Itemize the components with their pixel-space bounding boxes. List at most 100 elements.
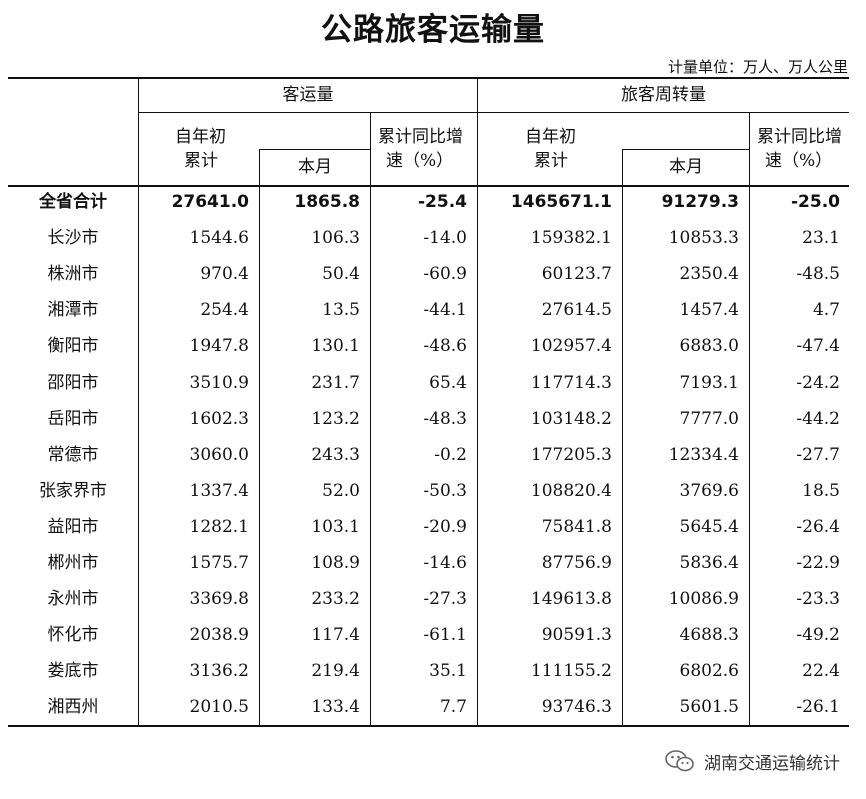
turnover-ytd-cell: 117714.3 — [530, 372, 612, 393]
passenger-ytd-cell: 254.4 — [200, 300, 249, 321]
turnover-month-cell: 10086.9 — [668, 589, 739, 610]
passenger-ytd-cell: 1544.6 — [189, 228, 249, 249]
turnover-yoy-cell: 22.4 — [802, 661, 840, 682]
turnover-ytd-cell: 149613.8 — [530, 589, 612, 610]
passenger-month-cell: 243.3 — [311, 444, 360, 465]
region-cell: 常德市 — [47, 444, 99, 465]
turnover-month-cell: 91279.3 — [661, 192, 739, 212]
turnover-yoy-cell: 23.1 — [802, 228, 840, 249]
turnover-yoy-cell: -26.4 — [796, 516, 840, 537]
turnover-yoy-cell: 4.7 — [812, 300, 840, 321]
header-passenger-volume: 客运量 — [282, 85, 334, 105]
passenger-month-cell: 233.2 — [311, 589, 360, 610]
region-cell: 益阳市 — [47, 516, 99, 537]
page-title: 公路旅客运输量 — [321, 12, 545, 48]
passenger-yoy-cell: 35.1 — [429, 661, 467, 682]
passenger-yoy-cell: -48.3 — [423, 408, 467, 429]
header-t-month: 本月 — [669, 157, 703, 177]
table-top-border — [8, 77, 849, 79]
passenger-month-cell: 103.1 — [311, 516, 360, 537]
region-cell: 永州市 — [47, 589, 99, 610]
turnover-month-cell: 5645.4 — [679, 516, 739, 537]
passenger-month-cell: 1865.8 — [294, 192, 360, 212]
turnover-month-cell: 1457.4 — [679, 300, 739, 321]
turnover-ytd-cell: 159382.1 — [530, 228, 612, 249]
turnover-month-cell: 3769.6 — [679, 480, 739, 501]
region-cell: 邵阳市 — [47, 372, 99, 393]
passenger-month-cell: 130.1 — [311, 336, 360, 357]
passenger-ytd-cell: 3136.2 — [189, 661, 249, 682]
passenger-ytd-cell: 970.4 — [200, 264, 249, 285]
col-divider-t-yoy — [749, 112, 750, 727]
passenger-month-cell: 50.4 — [322, 264, 360, 285]
passenger-yoy-cell: -27.3 — [423, 589, 467, 610]
turnover-ytd-cell: 60123.7 — [541, 264, 612, 285]
turnover-month-cell: 7777.0 — [679, 408, 739, 429]
group-header-divider — [139, 112, 849, 113]
turnover-month-cell: 6883.0 — [679, 336, 739, 357]
turnover-ytd-cell: 27614.5 — [541, 300, 612, 321]
passenger-ytd-cell: 2038.9 — [189, 625, 249, 646]
region-cell: 怀化市 — [47, 625, 99, 646]
passenger-ytd-cell: 1947.8 — [189, 336, 249, 357]
passenger-yoy-cell: -61.1 — [423, 625, 467, 646]
passenger-month-cell: 117.4 — [311, 625, 360, 646]
passenger-ytd-cell: 1282.1 — [189, 516, 249, 537]
region-cell: 岳阳市 — [47, 408, 99, 429]
passenger-ytd-cell: 1337.4 — [189, 480, 249, 501]
passenger-month-cell: 108.9 — [311, 553, 360, 573]
turnover-ytd-cell: 90591.3 — [541, 625, 612, 646]
passenger-ytd-cell: 27641.0 — [171, 192, 249, 212]
region-cell: 衡阳市 — [47, 336, 99, 357]
passenger-ytd-cell: 3510.9 — [189, 372, 249, 393]
header-t-yoy-line1: 累计同比增 — [757, 127, 842, 147]
turnover-ytd-cell: 103148.2 — [530, 408, 612, 429]
header-t-yoy-line2: 速（%） — [765, 151, 833, 171]
passenger-yoy-cell: -25.4 — [418, 192, 467, 212]
region-cell: 全省合计 — [39, 192, 107, 212]
header-t-ytd-line2: 累计 — [534, 151, 568, 171]
passenger-ytd-cell: 3060.0 — [189, 444, 249, 465]
turnover-month-cell: 5601.5 — [679, 697, 739, 718]
turnover-ytd-cell: 1465671.1 — [510, 192, 612, 212]
passenger-yoy-cell: -20.9 — [423, 516, 467, 537]
turnover-yoy-cell: -44.2 — [796, 408, 840, 429]
footer-account-name: 湖南交通运输统计 — [704, 753, 840, 774]
turnover-ytd-cell: 75841.8 — [541, 516, 612, 537]
passenger-ytd-cell: 1602.3 — [189, 408, 249, 429]
passenger-month-cell: 106.3 — [311, 228, 360, 249]
turnover-month-cell: 12334.4 — [668, 444, 739, 465]
header-p-ytd-line1: 自年初 — [175, 127, 226, 147]
turnover-yoy-cell: -22.9 — [796, 553, 840, 573]
month-header-divider-1 — [259, 149, 370, 150]
passenger-yoy-cell: -48.6 — [423, 336, 467, 357]
region-cell: 株洲市 — [47, 264, 99, 285]
turnover-month-cell: 10853.3 — [668, 228, 739, 249]
col-divider-p-yoy — [370, 112, 371, 727]
header-passenger-turnover: 旅客周转量 — [621, 85, 706, 105]
turnover-yoy-cell: -23.3 — [796, 589, 840, 610]
passenger-yoy-cell: -44.1 — [423, 300, 467, 321]
passenger-month-cell: 231.7 — [311, 372, 360, 393]
passenger-yoy-cell: -60.9 — [423, 264, 467, 285]
header-t-ytd-line1: 自年初 — [525, 127, 576, 147]
turnover-ytd-cell: 87756.9 — [541, 553, 612, 573]
turnover-yoy-cell: 18.5 — [802, 480, 840, 501]
header-p-yoy-line2: 速（%） — [386, 151, 454, 171]
passenger-month-cell: 52.0 — [322, 480, 360, 501]
header-bottom-border — [8, 185, 849, 187]
region-cell: 张家界市 — [39, 480, 107, 501]
passenger-month-cell: 13.5 — [322, 300, 360, 321]
region-cell: 湘西州 — [47, 697, 99, 718]
region-cell: 娄底市 — [47, 661, 99, 682]
passenger-ytd-cell: 1575.7 — [189, 553, 249, 573]
passenger-ytd-cell: 3369.8 — [189, 589, 249, 610]
passenger-yoy-cell: -0.2 — [434, 444, 467, 465]
turnover-ytd-cell: 177205.3 — [530, 444, 612, 465]
region-cell: 湘潭市 — [47, 300, 99, 321]
col-divider-p-month — [259, 149, 260, 727]
region-cell: 长沙市 — [47, 228, 99, 249]
col-divider-t-month — [622, 149, 623, 727]
turnover-yoy-cell: -47.4 — [796, 336, 840, 357]
turnover-yoy-cell: -27.7 — [796, 444, 840, 465]
